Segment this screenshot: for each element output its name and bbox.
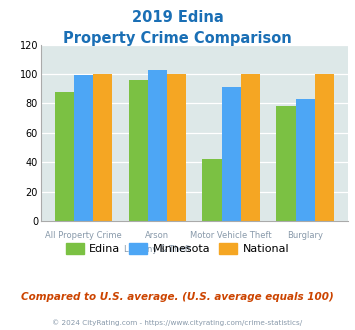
Bar: [129, 80, 148, 221]
Text: Motor Vehicle Theft: Motor Vehicle Theft: [191, 231, 272, 240]
Bar: [93, 74, 113, 221]
Text: Burglary: Burglary: [287, 231, 323, 240]
Text: Compared to U.S. average. (U.S. average equals 100): Compared to U.S. average. (U.S. average …: [21, 292, 334, 302]
Text: Larceny & Theft: Larceny & Theft: [124, 245, 191, 254]
Text: Arson: Arson: [146, 231, 169, 240]
Bar: [315, 74, 334, 221]
Legend: Edina, Minnesota, National: Edina, Minnesota, National: [61, 239, 294, 258]
Bar: [222, 87, 241, 221]
Bar: [167, 74, 186, 221]
Text: 2019 Edina: 2019 Edina: [132, 10, 223, 25]
Bar: [241, 74, 260, 221]
Bar: [202, 159, 222, 221]
Bar: [74, 76, 93, 221]
Text: All Property Crime: All Property Crime: [45, 231, 122, 240]
Bar: [276, 106, 296, 221]
Text: Property Crime Comparison: Property Crime Comparison: [63, 31, 292, 46]
Bar: [148, 70, 167, 221]
Bar: [296, 99, 315, 221]
Text: © 2024 CityRating.com - https://www.cityrating.com/crime-statistics/: © 2024 CityRating.com - https://www.city…: [53, 319, 302, 326]
Bar: [55, 92, 74, 221]
